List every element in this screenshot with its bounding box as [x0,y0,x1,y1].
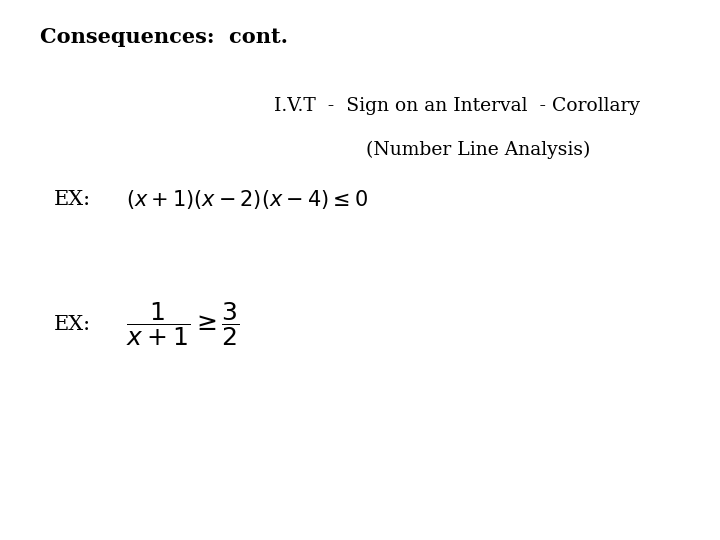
Text: I.V.T  -  Sign on an Interval  - Corollary: I.V.T - Sign on an Interval - Corollary [274,97,639,115]
Text: $(x+1)(x-2)(x-4) \leq 0$: $(x+1)(x-2)(x-4) \leq 0$ [126,188,368,211]
Text: EX:: EX: [54,190,91,210]
Text: (Number Line Analysis): (Number Line Analysis) [366,140,590,159]
Text: EX:: EX: [54,314,91,334]
Text: $\dfrac{1}{x+1} \geq \dfrac{3}{2}$: $\dfrac{1}{x+1} \geq \dfrac{3}{2}$ [126,300,240,348]
Text: Consequences:  cont.: Consequences: cont. [40,27,287,47]
